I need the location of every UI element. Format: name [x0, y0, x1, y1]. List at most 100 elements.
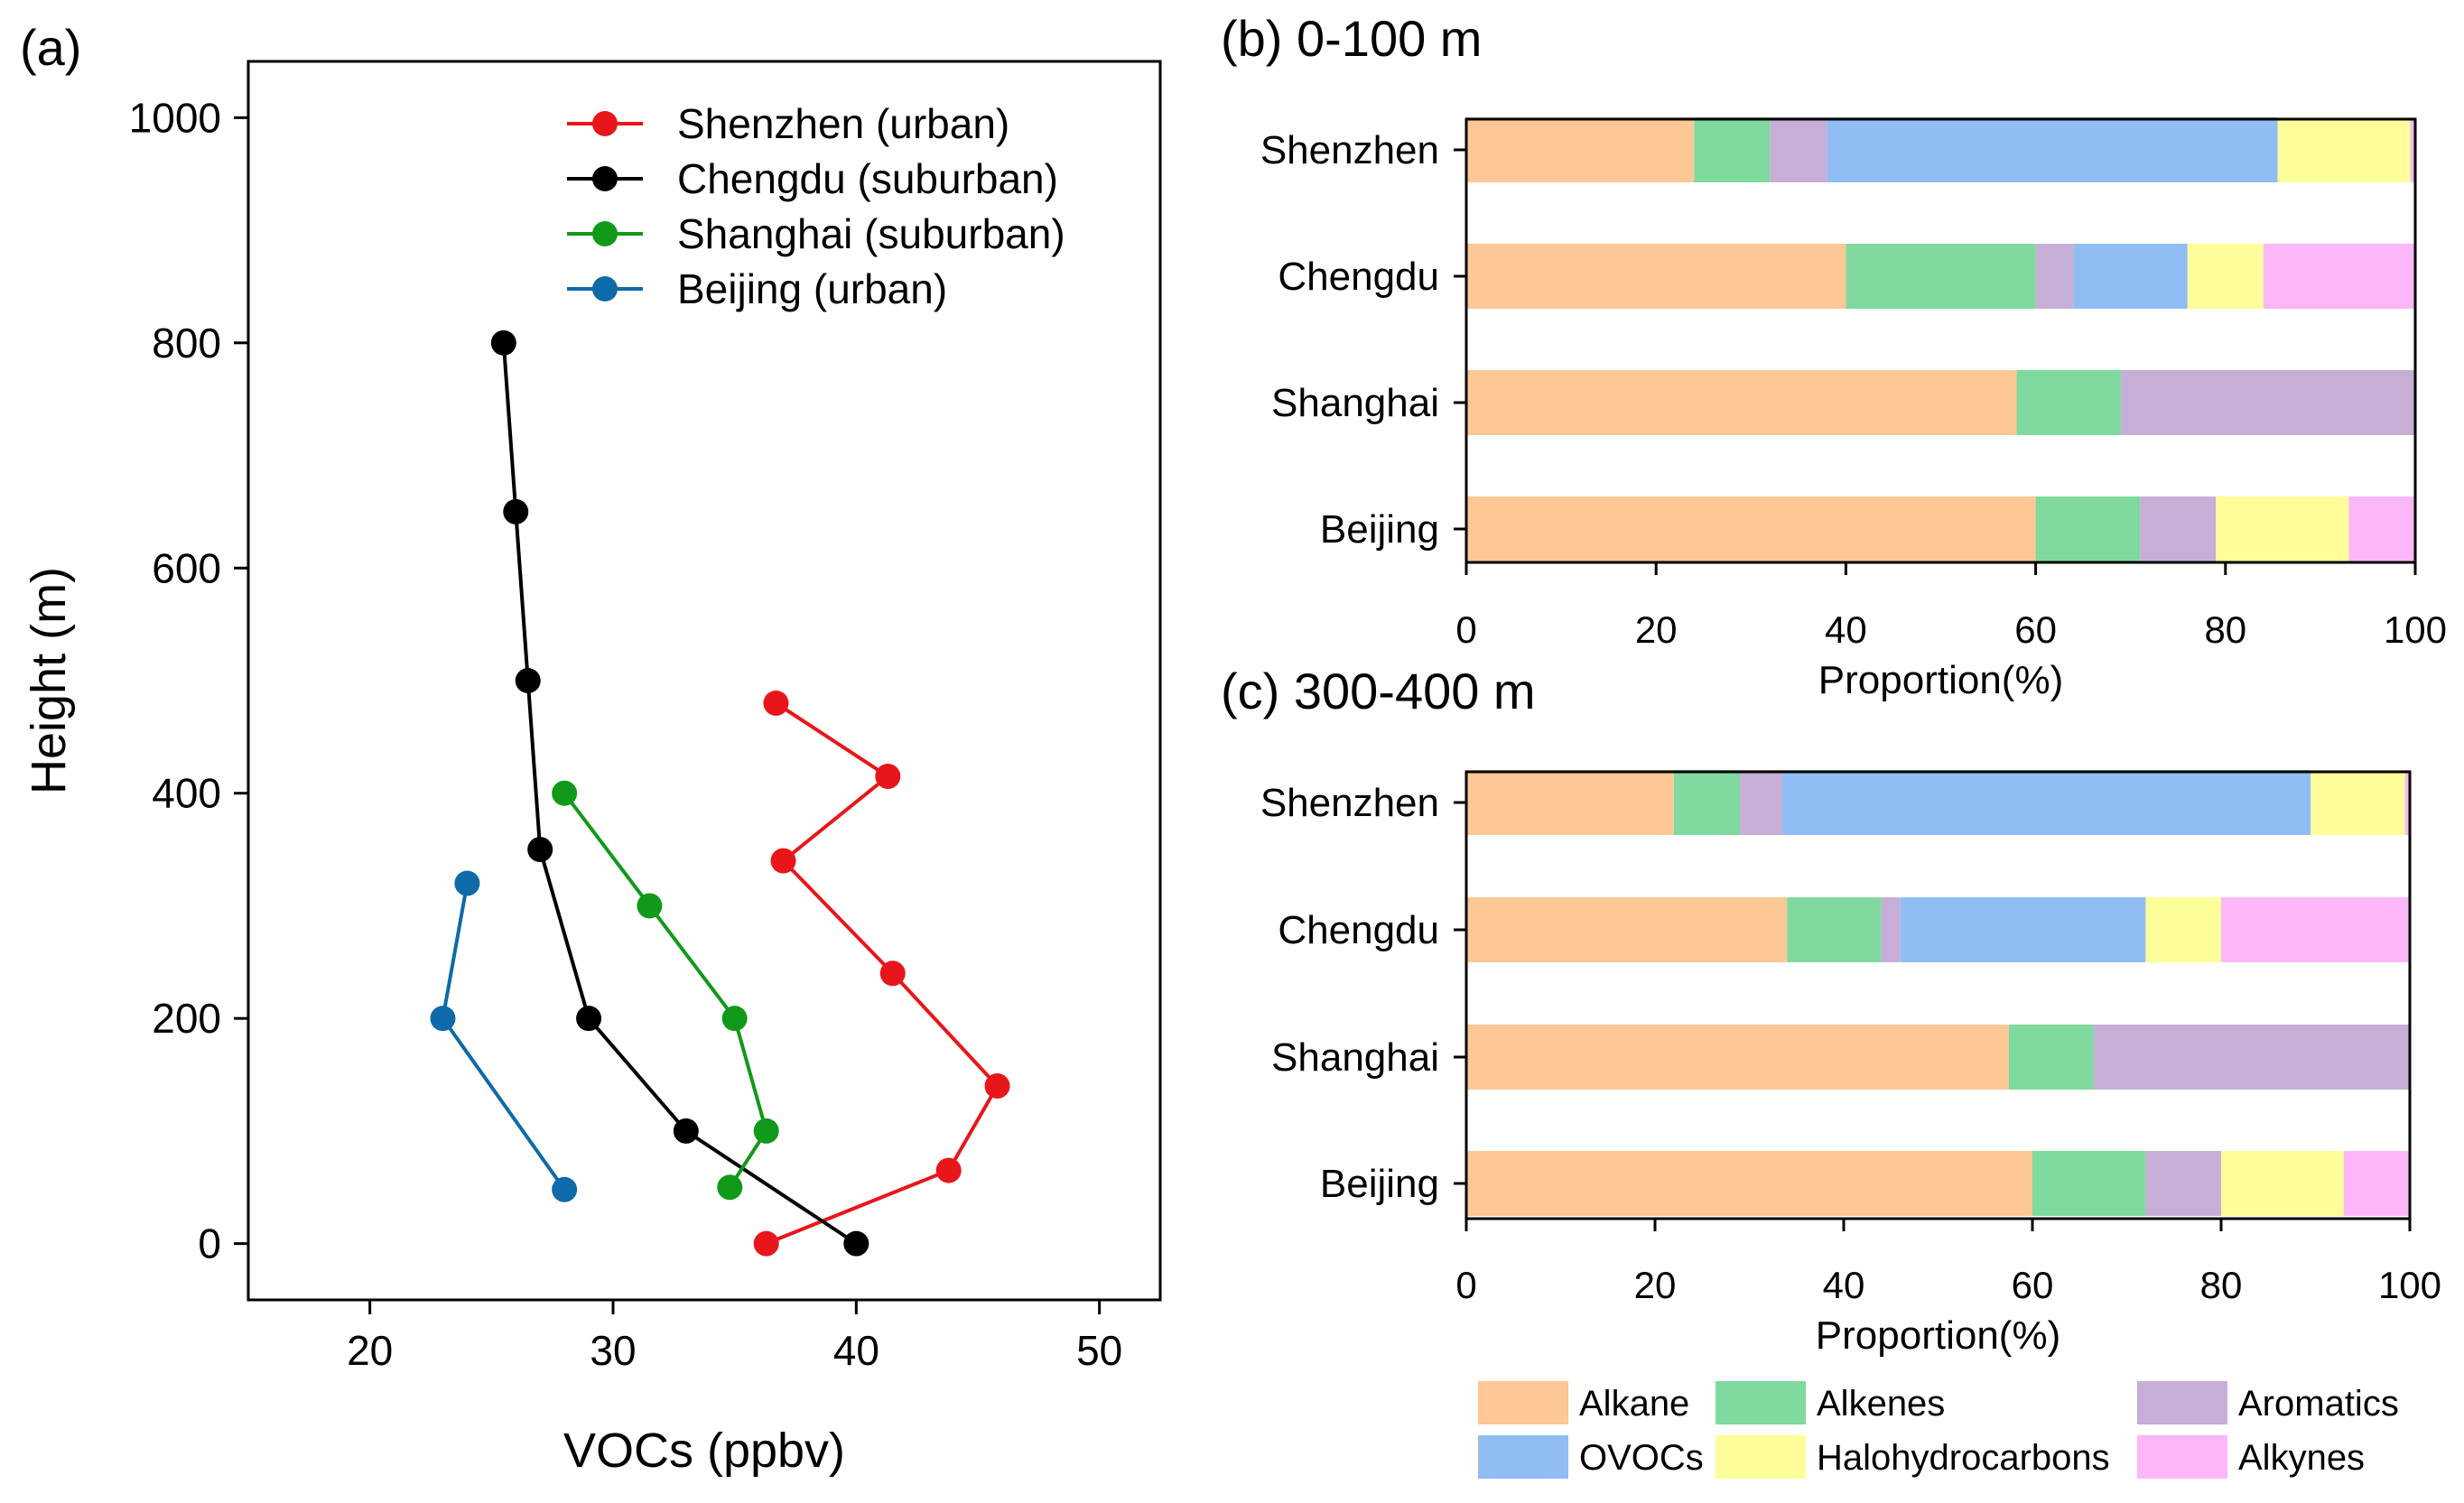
- legend-label: Beijing (urban): [677, 265, 947, 312]
- bar-segment-alkynes: [2221, 897, 2410, 962]
- data-point: [576, 1006, 602, 1032]
- bar-segment-alkenes: [2016, 370, 2122, 435]
- bar-segment-alkenes: [1673, 770, 1741, 835]
- bar-segment-aromatics: [2093, 1025, 2410, 1090]
- legend-item-ovocs: OVOCs: [1478, 1435, 1704, 1479]
- data-point: [721, 1006, 748, 1032]
- legend-swatch: [1716, 1435, 1806, 1479]
- bar-segment-aromatics: [2145, 1151, 2221, 1216]
- x-tick-label: 100: [2378, 1264, 2441, 1306]
- bar-segment-alkenes: [1787, 897, 1882, 962]
- legend-item-shenzhen-urban: Shenzhen (urban): [567, 100, 1009, 147]
- bar-segment-alkynes: [2404, 770, 2410, 835]
- bar-segment-halohydrocarbons: [2145, 897, 2221, 962]
- category-label: Beijing: [1320, 507, 1439, 552]
- bar-segment-alkynes: [2410, 117, 2415, 182]
- data-point: [552, 780, 578, 806]
- bar-segment-aromatics: [1881, 897, 1901, 962]
- data-point: [490, 329, 516, 356]
- data-point: [515, 668, 541, 693]
- bar-segment-alkane: [1466, 370, 2017, 435]
- panel-a-label: (a): [20, 19, 81, 76]
- x-tick-label: 40: [833, 1327, 879, 1374]
- y-tick-label: 400: [152, 770, 221, 817]
- bar-segment-alkane: [1466, 117, 1695, 182]
- bar-row-chengdu: [1466, 897, 2410, 962]
- category-label: Shanghai: [1271, 1035, 1439, 1080]
- x-tick-label: 30: [590, 1327, 636, 1374]
- category-label: Chengdu: [1278, 908, 1439, 952]
- bar-segment-alkane: [1466, 244, 1846, 309]
- panel-a-line-chart: (a) 20 30 40 50 0 200 400 600 800 1000 VOCs (ppbv) H…: [20, 19, 1162, 1478]
- legend-item-halohydrocarbons: Halohydrocarbons: [1716, 1435, 2110, 1479]
- data-point: [935, 1157, 962, 1183]
- bar-segment-alkane: [1466, 1025, 2009, 1090]
- bar-segment-alkenes: [2032, 1151, 2146, 1216]
- data-point: [879, 960, 906, 987]
- x-tick-label: 60: [2012, 1264, 2054, 1306]
- legend-item-aromatics: Aromatics: [2137, 1381, 2399, 1424]
- legend-item-alkynes: Alkynes: [2137, 1435, 2365, 1479]
- y-tick-label: 1000: [129, 94, 221, 141]
- bar-segment-halohydrocarbons: [2221, 1151, 2344, 1216]
- x-tick-label: 100: [2384, 608, 2447, 651]
- data-point: [763, 690, 789, 716]
- legend-swatch: [1478, 1435, 1568, 1479]
- bar-row-shanghai: [1466, 370, 2415, 435]
- x-tick-label: 50: [1076, 1327, 1122, 1374]
- category-label: Shenzhen: [1260, 781, 1439, 825]
- legend-label: OVOCs: [1579, 1438, 1704, 1478]
- legend-label: Alkane: [1579, 1384, 1689, 1424]
- legend-item-alkane: Alkane: [1478, 1381, 1689, 1424]
- category-label: Shanghai: [1271, 381, 1439, 425]
- series-shanghai-suburban: [552, 780, 779, 1201]
- series-chengdu-suburban: [490, 329, 869, 1257]
- bar-row-chengdu: [1466, 244, 2415, 309]
- bar-segment-halohydrocarbons: [2187, 244, 2264, 309]
- data-point: [753, 1118, 779, 1144]
- series-line: [441, 883, 566, 1191]
- x-tick-label: 20: [1634, 1264, 1677, 1306]
- legend-label: Shenzhen (urban): [677, 100, 1009, 147]
- bar-row-shenzhen: [1466, 770, 2410, 835]
- bar-row-beijing: [1466, 1151, 2410, 1216]
- x-axis-label: Proportion(%): [1816, 1313, 2060, 1358]
- bar-segment-aromatics: [2140, 496, 2217, 561]
- legend-item-alkenes: Alkenes: [1716, 1381, 1945, 1424]
- legend-marker: [592, 276, 618, 302]
- data-point: [527, 837, 553, 863]
- bar-segment-alkynes: [2343, 1151, 2410, 1216]
- data-point: [503, 498, 529, 524]
- series-shenzhen-urban: [753, 690, 1010, 1257]
- panel-b-bar-chart: (b) 0-100 m Shenzhen Chengdu Shanghai Beijin…: [1221, 10, 2447, 702]
- legend-label: Alkenes: [1817, 1384, 1945, 1424]
- bar-segment-alkynes: [2263, 244, 2415, 309]
- x-axis-label: Proportion(%): [1818, 658, 2063, 702]
- data-point: [984, 1073, 1010, 1099]
- y-tick-label: 0: [198, 1220, 221, 1267]
- legend-swatch: [1716, 1381, 1806, 1424]
- data-point: [637, 893, 663, 919]
- x-tick-label: 40: [1825, 608, 1867, 651]
- bar-row-shanghai: [1466, 1025, 2410, 1090]
- series-line: [563, 792, 768, 1189]
- x-tick-label: 80: [2200, 1264, 2243, 1306]
- legend-item-beijing-urban: Beijing (urban): [567, 265, 947, 312]
- x-tick-label: 20: [1635, 608, 1678, 651]
- data-point: [717, 1174, 743, 1201]
- series-beijing-urban: [430, 870, 578, 1202]
- legend-swatch: [2137, 1435, 2227, 1479]
- plot-frame: [1464, 117, 2417, 564]
- y-tick-label: 800: [152, 320, 221, 366]
- bar-row-beijing: [1466, 496, 2415, 561]
- category-label: Shenzhen: [1260, 128, 1439, 172]
- legend-label: Alkynes: [2238, 1438, 2365, 1478]
- bar-segment-aromatics: [1770, 117, 1827, 182]
- x-axis-label: VOCs (ppbv): [563, 1424, 845, 1478]
- legend-item-shanghai-suburban: Shanghai (suburban): [567, 210, 1065, 257]
- data-point: [770, 848, 796, 874]
- data-point: [753, 1230, 779, 1257]
- category-label: Chengdu: [1278, 255, 1439, 299]
- data-point: [843, 1230, 869, 1257]
